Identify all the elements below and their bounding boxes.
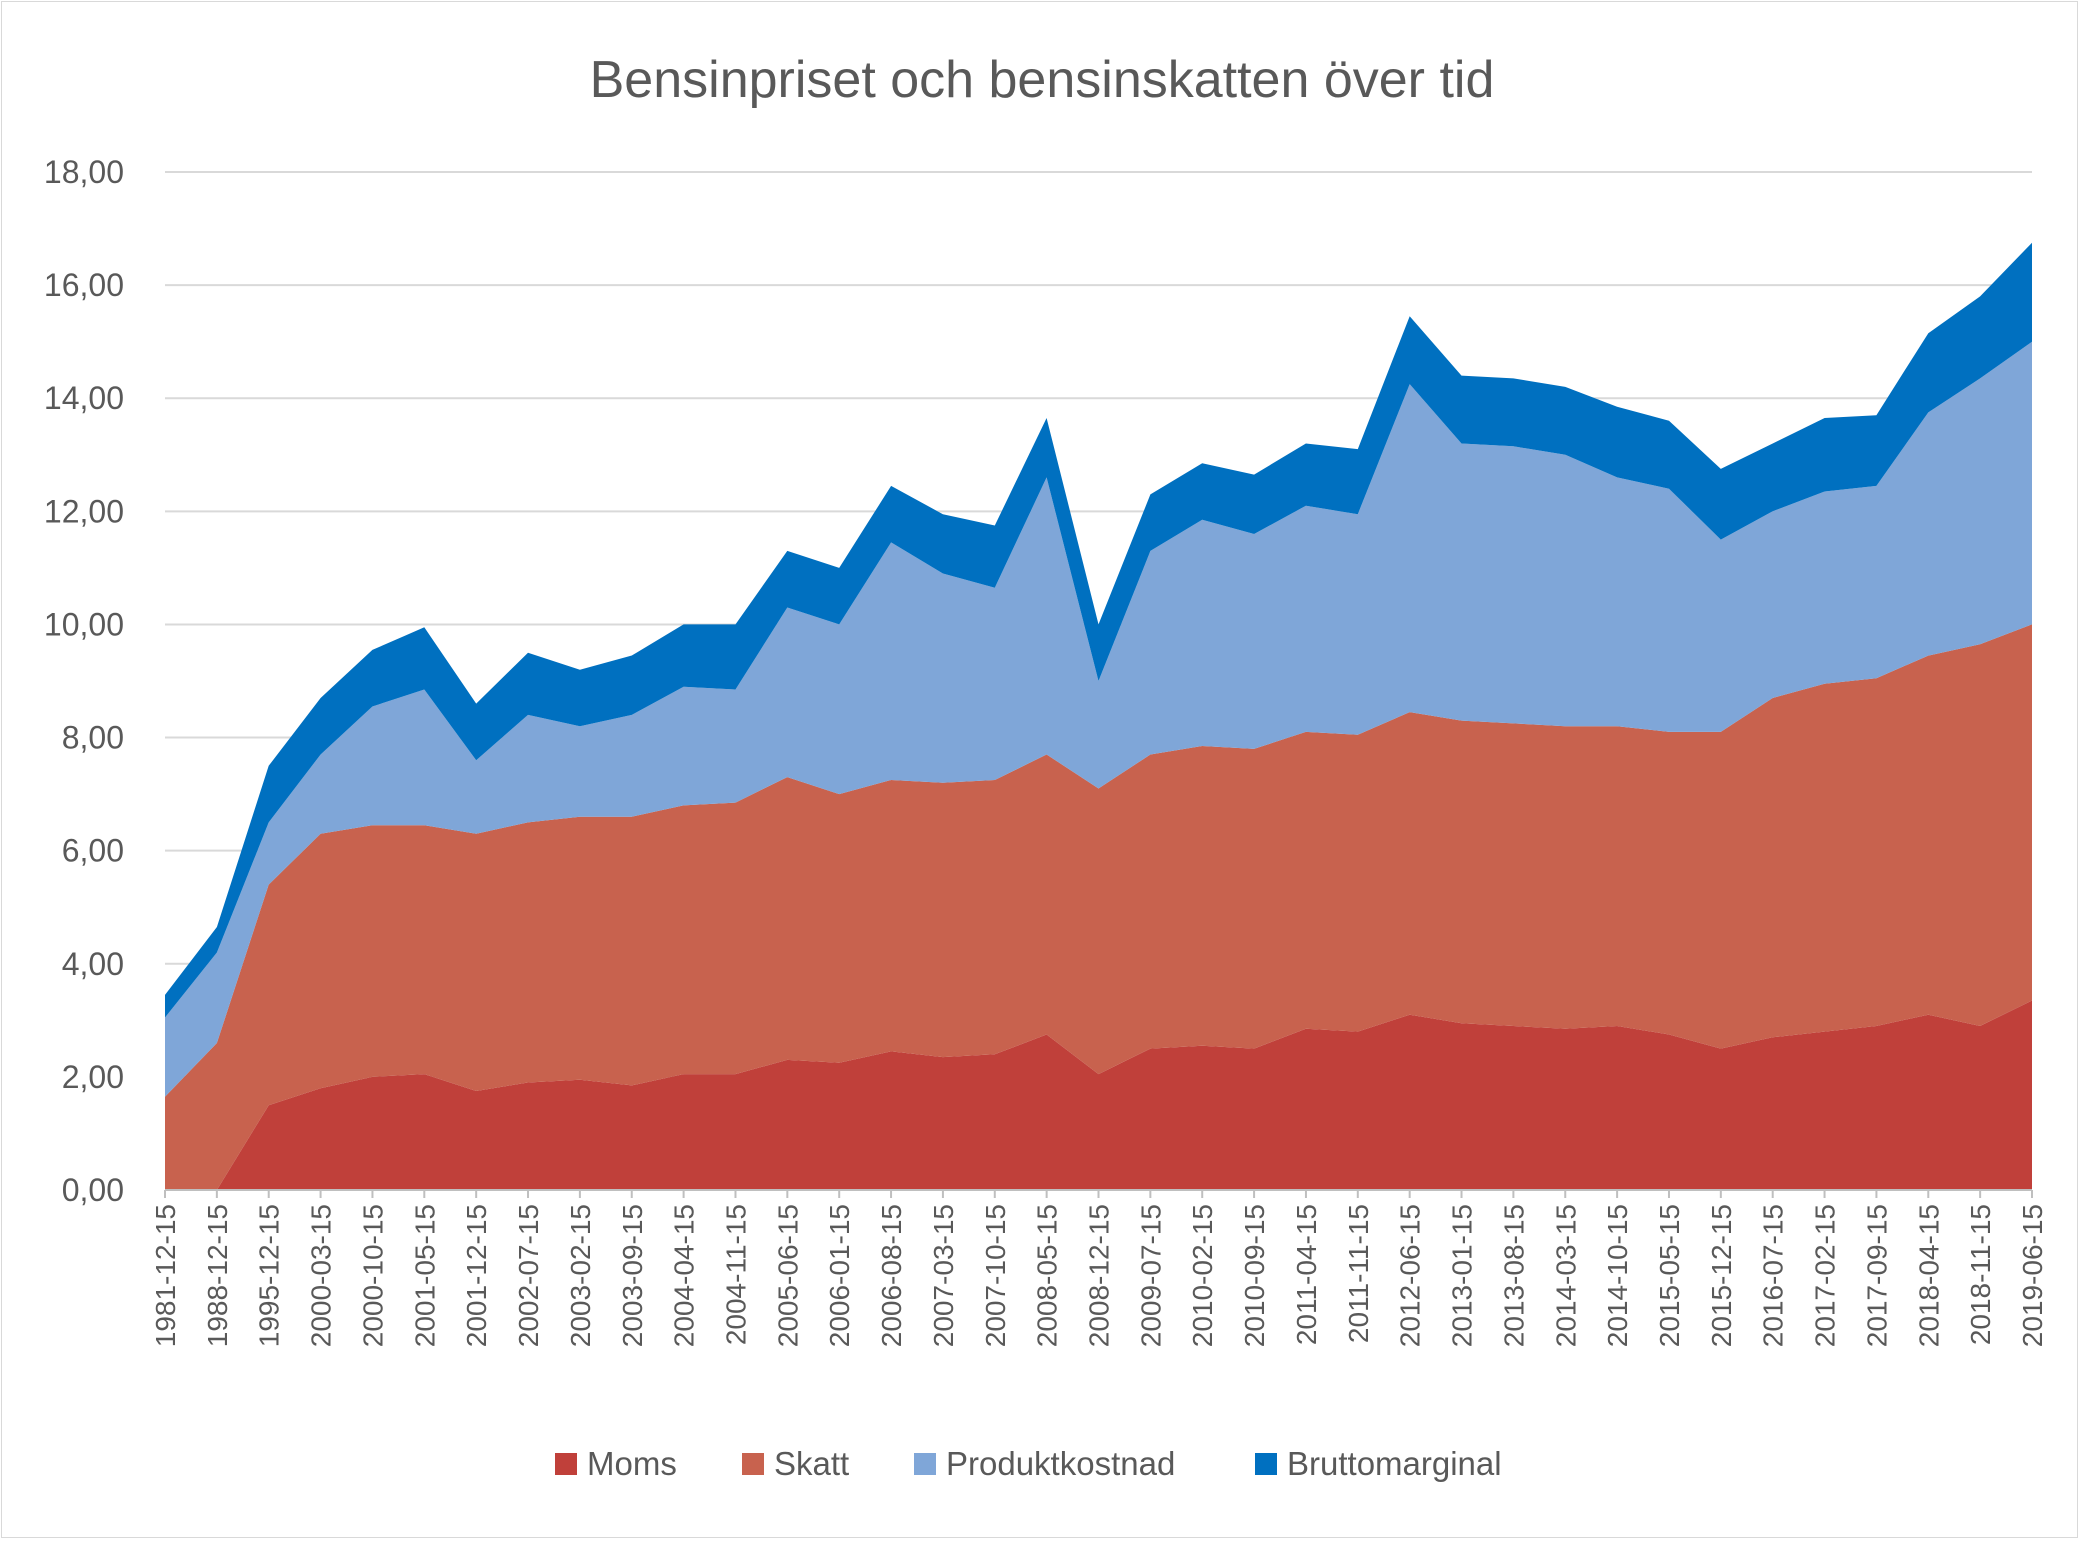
x-tick-label: 2015-05-15: [1654, 1204, 1685, 1347]
axes: [164, 1189, 2033, 1198]
x-tick-label: 2010-02-15: [1187, 1204, 1218, 1347]
legend-swatch: [1255, 1453, 1277, 1475]
legend-item-skatt: Skatt: [742, 1445, 849, 1482]
area-moms: [165, 1000, 2032, 1190]
x-tick-label: 2009-07-15: [1135, 1204, 1166, 1347]
plot-areas: [165, 242, 2032, 1190]
x-tick-label: 2003-09-15: [617, 1204, 648, 1347]
x-tick-label: 2013-08-15: [1498, 1204, 1529, 1347]
legend-item-moms: Moms: [555, 1445, 677, 1482]
legend-swatch: [555, 1453, 577, 1475]
x-tick-label: 2018-11-15: [1965, 1204, 1996, 1345]
y-tick-label: 2,00: [62, 1059, 124, 1095]
y-tick-label: 6,00: [62, 833, 124, 869]
x-tick-label: 2006-08-15: [876, 1204, 907, 1347]
x-tick-label: 2001-12-15: [461, 1204, 492, 1347]
x-tick-label: 2017-09-15: [1861, 1204, 1892, 1347]
x-tick-label: 2013-01-15: [1447, 1204, 1478, 1347]
x-tick-label: 2012-06-15: [1395, 1204, 1426, 1347]
x-tick-label: 1988-12-15: [202, 1204, 233, 1347]
x-tick-label: 2008-12-15: [1084, 1204, 1115, 1347]
x-tick-label: 2004-11-15: [720, 1204, 751, 1345]
y-tick-label: 16,00: [44, 267, 124, 303]
x-tick-label: 2016-07-15: [1758, 1204, 1789, 1347]
x-tick-label: 2017-02-15: [1810, 1204, 1841, 1347]
legend-label: Bruttomarginal: [1287, 1445, 1502, 1482]
x-tick-label: 2005-06-15: [772, 1204, 803, 1347]
x-tick-label: 2008-05-15: [1032, 1204, 1063, 1347]
y-tick-label: 0,00: [62, 1172, 124, 1208]
x-tick-label: 2002-07-15: [513, 1204, 544, 1347]
legend-label: Skatt: [774, 1445, 849, 1482]
y-tick-label: 14,00: [44, 380, 124, 416]
legend-label: Moms: [587, 1445, 677, 1482]
y-tick-label: 18,00: [44, 154, 124, 190]
x-tick-label: 1995-12-15: [254, 1204, 285, 1347]
chart-title: Bensinpriset och bensinskatten över tid: [590, 51, 1495, 109]
x-tick-label: 2018-04-15: [1913, 1204, 1944, 1347]
x-tick-label: 2003-02-15: [565, 1204, 596, 1347]
x-tick-label: 2007-10-15: [980, 1204, 1011, 1347]
x-tick-label: 2011-04-15: [1291, 1204, 1322, 1345]
x-tick-label: 2010-09-15: [1239, 1204, 1270, 1347]
y-axis-tick-labels: 0,00 2,00 4,00 6,00 8,00 10,00 12,00 14,00 16,00…: [44, 154, 124, 1208]
x-tick-label: 1981-12-15: [150, 1204, 181, 1347]
x-tick-label: 2006-01-15: [824, 1204, 855, 1347]
x-tick-label: 2014-03-15: [1550, 1204, 1581, 1347]
x-axis-tick-labels: 1981-12-15 1988-12-15 1995-12-15 2000-03-15…: [150, 1204, 2048, 1347]
legend-item-produktkostnad: Produktkostnad: [914, 1445, 1175, 1482]
x-tick-label: 2000-03-15: [306, 1204, 337, 1347]
x-tick-label: 2015-12-15: [1706, 1204, 1737, 1347]
legend-swatch: [914, 1453, 936, 1475]
y-tick-label: 4,00: [62, 946, 124, 982]
x-tick-label: 2014-10-15: [1602, 1204, 1633, 1347]
area-skatt: [165, 624, 2032, 1190]
y-tick-label: 8,00: [62, 720, 124, 756]
legend-swatch: [742, 1453, 764, 1475]
legend-label: Produktkostnad: [946, 1445, 1175, 1482]
area-produktkostnad: [165, 341, 2032, 1097]
x-tick-label: 2000-10-15: [357, 1204, 388, 1347]
x-tick-label: 2001-05-15: [409, 1204, 440, 1347]
y-tick-label: 12,00: [44, 493, 124, 529]
area-bruttomarginal: [165, 242, 2032, 1018]
x-tick-label: 2011-11-15: [1343, 1204, 1374, 1343]
legend: Moms Skatt Produktkostnad Bruttomarginal: [555, 1445, 1502, 1482]
legend-item-bruttomarginal: Bruttomarginal: [1255, 1445, 1502, 1482]
y-tick-label: 10,00: [44, 606, 124, 642]
x-tick-label: 2019-06-15: [2017, 1204, 2048, 1347]
x-tick-label: 2007-03-15: [928, 1204, 959, 1347]
x-tick-label: 2004-04-15: [669, 1204, 700, 1347]
